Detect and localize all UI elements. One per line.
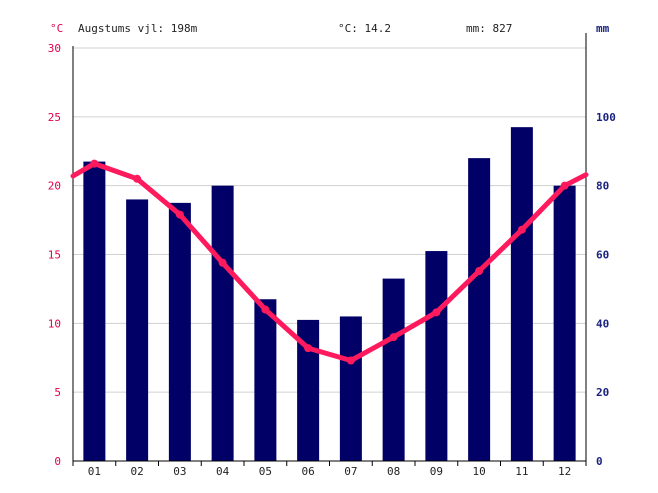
x-tick-label: 10 [473, 465, 486, 478]
right-tick-label: 80 [596, 180, 609, 193]
x-tick-label: 04 [216, 465, 230, 478]
temperature-point [304, 344, 313, 353]
right-tick-label: 20 [596, 386, 609, 399]
temperature-point [133, 174, 142, 183]
precip-bar [468, 158, 491, 461]
temperature-point [261, 305, 270, 314]
total-precip-label: mm: 827 [466, 22, 512, 35]
precip-bar [168, 202, 191, 461]
left-tick-label: 30 [48, 42, 61, 55]
precipitation-bars [83, 127, 576, 462]
right-tick-label: 60 [596, 249, 609, 262]
grid-lines [73, 47, 586, 393]
left-tick-label: 20 [48, 180, 61, 193]
temperature-series [70, 159, 589, 365]
left-tick-label: 5 [54, 386, 61, 399]
x-tick-label: 05 [259, 465, 272, 478]
precip-bar [510, 127, 533, 462]
right-axis-unit: mm [596, 22, 610, 35]
x-tick-label: 12 [558, 465, 571, 478]
precip-bar [425, 251, 448, 461]
precip-bar [297, 319, 320, 461]
precip-bar [83, 161, 106, 461]
precip-bar [211, 185, 234, 461]
precip-bar [553, 185, 576, 461]
precip-bar [339, 316, 362, 461]
left-tick-label: 15 [48, 249, 61, 262]
temperature-point [517, 225, 526, 234]
x-tick-label: 09 [430, 465, 443, 478]
left-tick-label: 0 [54, 455, 61, 468]
precip-bar [254, 299, 277, 461]
temperature-point [90, 159, 99, 168]
temperature-point [218, 258, 227, 267]
temperature-point [560, 181, 569, 190]
right-tick-label: 0 [596, 455, 603, 468]
x-tick-label: 08 [387, 465, 400, 478]
elevation-label: Augstums vjl: 198m [78, 22, 198, 35]
right-tick-label: 40 [596, 317, 609, 330]
x-tick-label: 01 [88, 465, 101, 478]
temperature-point [346, 356, 355, 365]
temperature-line [70, 161, 589, 363]
x-tick-label: 06 [302, 465, 315, 478]
axes [72, 33, 587, 466]
x-tick-label: 07 [344, 465, 357, 478]
temperature-point [175, 210, 184, 219]
left-tick-label: 10 [48, 317, 61, 330]
temperature-point [475, 267, 484, 276]
avg-temp-label: °C: 14.2 [338, 22, 391, 35]
temperature-point [432, 308, 441, 317]
precip-bar [382, 278, 405, 461]
left-axis-unit: °C [50, 22, 63, 35]
right-tick-label: 100 [596, 111, 616, 124]
precip-bar [126, 199, 149, 461]
x-tick-label: 02 [131, 465, 144, 478]
temperature-point [389, 333, 398, 342]
x-tick-label: 11 [515, 465, 528, 478]
x-tick-label: 03 [173, 465, 186, 478]
left-tick-label: 25 [48, 111, 61, 124]
